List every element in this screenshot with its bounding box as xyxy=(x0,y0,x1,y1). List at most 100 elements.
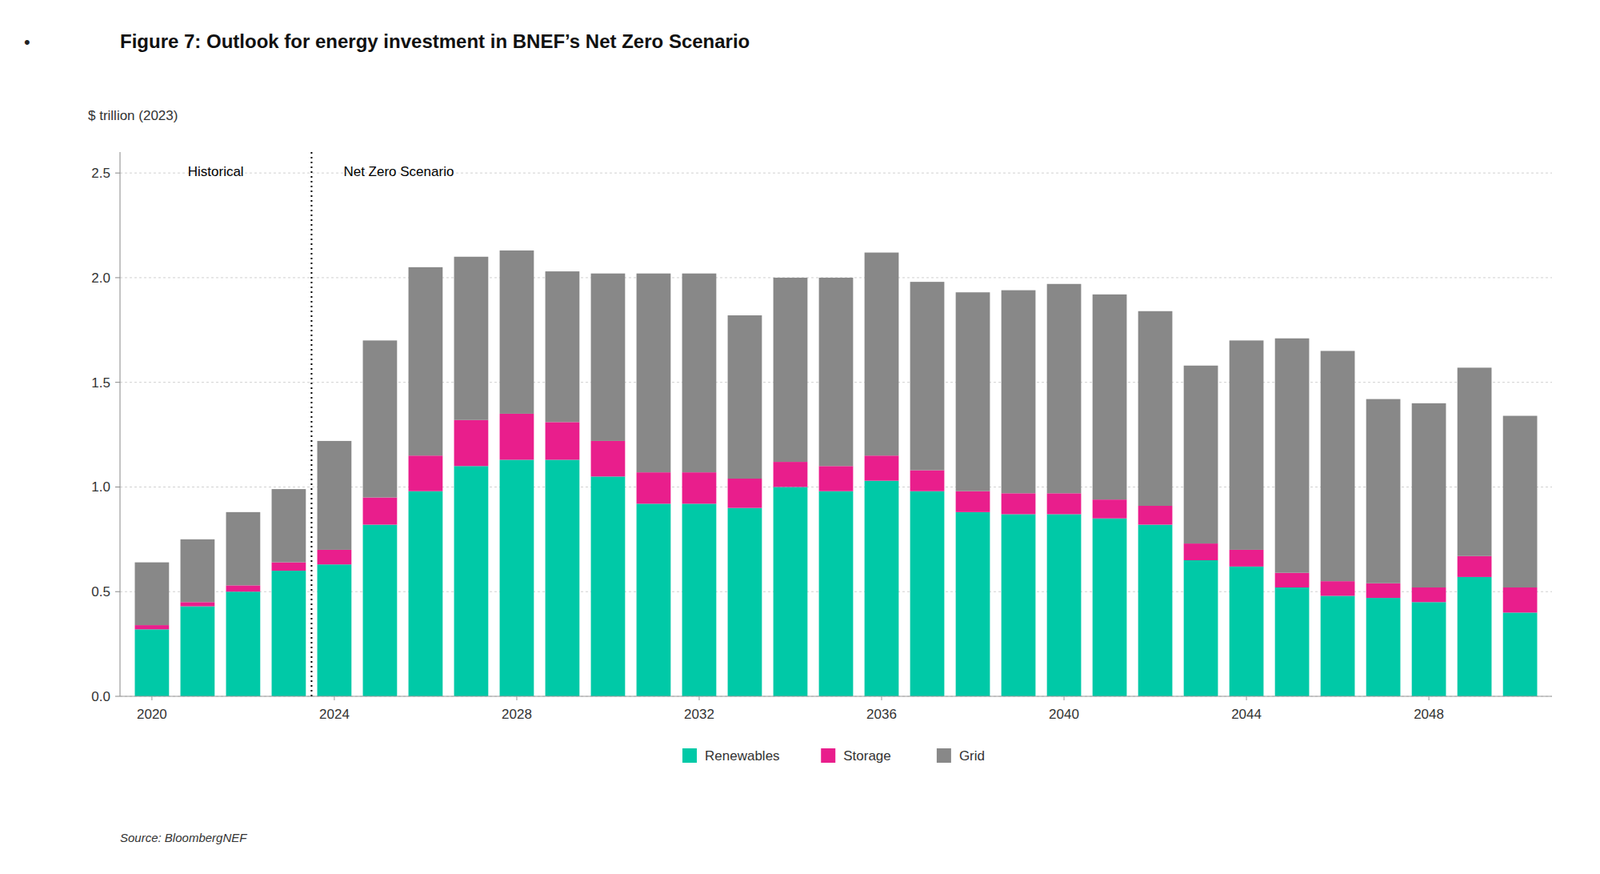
bar xyxy=(636,472,672,504)
bar xyxy=(682,472,717,504)
bar xyxy=(454,420,489,467)
bar xyxy=(272,562,307,571)
chart: • Figure 7: Outlook for energy investment… xyxy=(0,0,1600,874)
bar xyxy=(272,570,307,696)
bar xyxy=(180,606,216,696)
title: Figure 7: Outlook for energy investment … xyxy=(120,30,750,52)
x-tick-label: 2024 xyxy=(319,706,350,722)
grid-line xyxy=(120,696,1552,697)
legend-label: Storage xyxy=(843,748,892,764)
bar xyxy=(1366,583,1401,598)
bar xyxy=(1503,587,1538,612)
y-ticks: 0.00.51.01.52.02.5 xyxy=(91,165,120,704)
bar xyxy=(591,440,626,476)
bar xyxy=(1001,290,1036,494)
y-axis-label: $ trillion (2023) xyxy=(88,108,178,124)
bar xyxy=(272,488,307,563)
annotation: Historical xyxy=(188,164,244,180)
bar xyxy=(500,250,535,414)
bar xyxy=(1092,518,1128,696)
x-tick-label: 2020 xyxy=(136,706,168,722)
y-tick-label: 1.0 xyxy=(91,479,111,495)
bar xyxy=(1184,543,1219,560)
legend-item: Renewables xyxy=(682,748,780,764)
bar xyxy=(1138,524,1173,696)
x-tick-label: 2028 xyxy=(501,706,532,722)
bar xyxy=(363,497,398,525)
bar xyxy=(1092,499,1128,519)
bar xyxy=(180,539,216,602)
y-tick-label: 2.0 xyxy=(91,270,111,286)
bar xyxy=(317,440,352,550)
bar xyxy=(454,256,489,420)
x-tick-label: 2036 xyxy=(866,706,897,722)
bar xyxy=(636,503,672,696)
bar xyxy=(1366,597,1401,696)
bar xyxy=(819,277,854,466)
bar xyxy=(1503,416,1538,588)
bar xyxy=(363,524,398,696)
bar xyxy=(682,503,717,696)
bar xyxy=(363,340,398,497)
bar xyxy=(910,281,945,470)
bar xyxy=(545,459,580,696)
y-tick xyxy=(115,276,120,278)
legend-label: Renewables xyxy=(704,748,780,764)
bar xyxy=(408,267,444,456)
legend-swatch xyxy=(936,748,952,763)
bar xyxy=(819,491,854,696)
bar xyxy=(1047,513,1082,696)
bar xyxy=(1092,294,1128,500)
bar xyxy=(910,470,945,492)
divider xyxy=(310,152,312,696)
bar xyxy=(1412,601,1447,696)
bar xyxy=(408,455,444,491)
legend-swatch xyxy=(682,748,697,763)
source: Source: BloombergNEF xyxy=(120,830,248,844)
bar xyxy=(728,315,763,479)
y-tick xyxy=(115,172,120,174)
x-tick xyxy=(1064,696,1065,700)
bars xyxy=(135,250,1538,696)
bar xyxy=(545,421,580,460)
bar xyxy=(591,273,626,441)
bar xyxy=(1001,492,1036,514)
bar xyxy=(135,624,170,629)
bar xyxy=(1275,587,1310,696)
bar xyxy=(1457,576,1492,696)
bar xyxy=(135,628,170,696)
bar xyxy=(956,512,991,696)
bar xyxy=(956,491,991,512)
bar xyxy=(317,564,352,696)
x-tick xyxy=(698,696,700,700)
bar xyxy=(500,413,535,460)
x-tick xyxy=(881,696,883,700)
bar xyxy=(1457,367,1492,556)
bar xyxy=(1457,556,1492,577)
bar xyxy=(1229,340,1264,550)
bar xyxy=(1503,612,1538,696)
bar xyxy=(1366,399,1401,584)
bar xyxy=(1412,403,1447,588)
y-tick-label: 2.5 xyxy=(91,165,111,181)
bar xyxy=(1229,549,1264,567)
y-tick-label: 1.5 xyxy=(91,375,111,391)
bar xyxy=(728,478,763,508)
annotation: Net Zero Scenario xyxy=(343,164,454,180)
bar xyxy=(1275,572,1310,588)
bar xyxy=(1275,338,1310,573)
bar xyxy=(226,584,261,592)
x-tick xyxy=(516,696,517,700)
x-axis-line xyxy=(120,695,1552,696)
bullet: • xyxy=(24,32,31,52)
bar xyxy=(819,465,854,491)
bar xyxy=(728,508,763,696)
legend-item: Storage xyxy=(820,748,892,764)
legend-item: Grid xyxy=(936,748,985,764)
bar xyxy=(1320,350,1356,581)
bar xyxy=(1320,595,1356,696)
bar xyxy=(226,512,261,586)
y-tick xyxy=(115,696,120,697)
bar xyxy=(1320,580,1356,596)
bar xyxy=(910,491,945,696)
